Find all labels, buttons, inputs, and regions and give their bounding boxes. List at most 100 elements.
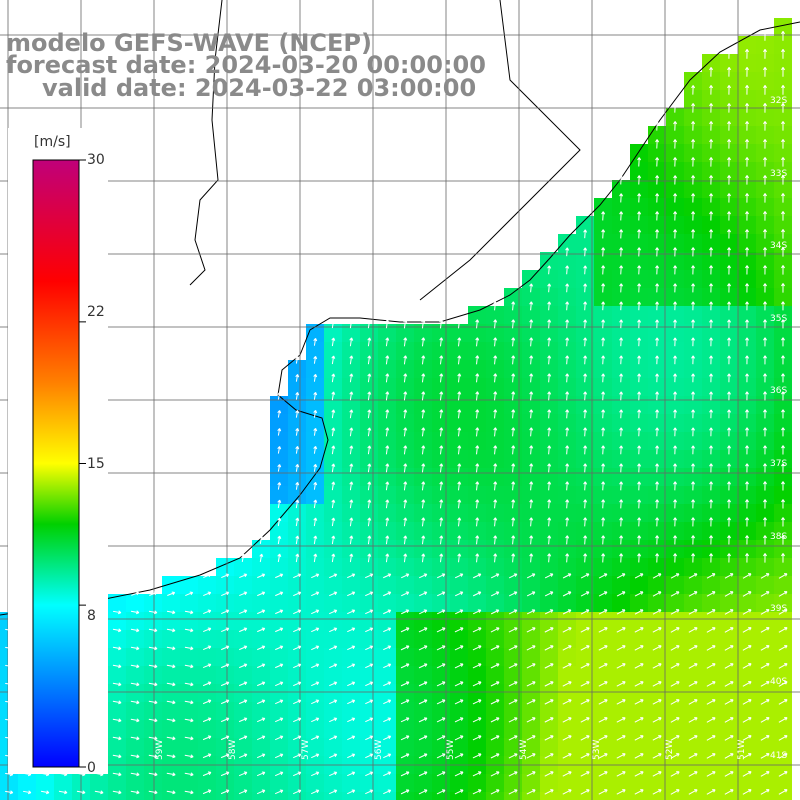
wind-cell xyxy=(396,450,414,468)
wind-cell xyxy=(306,540,324,558)
wind-arrow xyxy=(130,628,140,633)
wind-arrow xyxy=(727,517,732,527)
wind-cell xyxy=(378,702,396,720)
wind-cell xyxy=(666,216,684,234)
wind-cell xyxy=(774,252,792,270)
wind-cell xyxy=(306,450,324,468)
wind-arrow xyxy=(329,753,338,759)
wind-arrow xyxy=(670,771,680,777)
wind-arrow xyxy=(781,67,785,77)
wind-cell xyxy=(612,342,630,360)
wind-cell xyxy=(648,702,666,720)
wind-cell xyxy=(666,558,684,576)
wind-cell xyxy=(630,270,648,288)
wind-cell xyxy=(126,666,144,684)
wind-arrow xyxy=(616,735,626,741)
wind-cell xyxy=(270,576,288,594)
wind-cell xyxy=(756,666,774,684)
wind-arrow xyxy=(295,517,300,527)
wind-cell xyxy=(594,288,612,306)
wind-cell xyxy=(486,684,504,702)
wind-arrow xyxy=(778,591,788,597)
wind-arrow xyxy=(400,771,410,777)
wind-arrow xyxy=(652,771,662,777)
wind-arrow xyxy=(293,663,302,669)
wind-cell xyxy=(774,18,792,36)
wind-arrow xyxy=(529,535,534,545)
wind-cell xyxy=(324,324,342,342)
wind-cell xyxy=(666,342,684,360)
wind-cell xyxy=(720,342,738,360)
wind-arrow xyxy=(616,609,626,615)
wind-cell xyxy=(144,774,162,792)
wind-arrow xyxy=(778,753,788,759)
wind-cell xyxy=(738,594,756,612)
wind-arrow xyxy=(511,373,516,383)
wind-arrow xyxy=(277,392,282,400)
wind-cell xyxy=(756,486,774,504)
wind-arrow xyxy=(637,355,642,365)
wind-arrow xyxy=(763,283,768,293)
wind-arrow xyxy=(454,663,464,669)
wind-arrow xyxy=(421,445,426,455)
wind-arrow xyxy=(598,771,608,777)
wind-arrow xyxy=(637,157,642,167)
wind-arrow xyxy=(619,409,624,419)
wind-arrow xyxy=(439,319,444,329)
wind-arrow xyxy=(277,446,282,454)
wind-arrow xyxy=(763,139,768,149)
wind-cell xyxy=(702,612,720,630)
wind-cell xyxy=(432,774,450,792)
wind-arrow xyxy=(367,463,372,473)
wind-cell xyxy=(216,594,234,612)
wind-arrow xyxy=(112,718,122,723)
wind-cell xyxy=(666,324,684,342)
wind-cell xyxy=(396,792,414,800)
wind-arrow xyxy=(601,481,606,491)
wind-arrow xyxy=(403,319,408,329)
wind-arrow xyxy=(493,409,498,419)
wind-arrow xyxy=(221,627,230,633)
wind-arrow xyxy=(401,591,410,597)
wind-arrow xyxy=(293,609,302,615)
colorbar-tick-22: 22 xyxy=(87,304,105,320)
wind-cell xyxy=(414,666,432,684)
wind-arrow xyxy=(670,663,680,669)
wind-arrow xyxy=(580,663,590,669)
wind-arrow xyxy=(598,753,608,759)
wind-arrow xyxy=(400,573,410,579)
wind-arrow xyxy=(637,265,642,275)
wind-arrow xyxy=(239,645,248,651)
wind-arrow xyxy=(619,211,624,221)
wind-arrow xyxy=(472,573,482,579)
lon-label-57w: 57W xyxy=(301,739,311,760)
wind-arrow xyxy=(347,771,356,777)
wind-arrow xyxy=(688,663,698,669)
wind-cell xyxy=(540,792,558,800)
wind-arrow xyxy=(655,481,660,491)
wind-arrow xyxy=(583,301,588,311)
wind-arrow xyxy=(508,573,518,579)
wind-arrow xyxy=(202,789,212,795)
wind-cell xyxy=(540,630,558,648)
wind-cell xyxy=(108,666,126,684)
wind-cell xyxy=(738,612,756,630)
wind-arrow xyxy=(400,645,410,651)
wind-cell xyxy=(594,504,612,522)
wind-cell xyxy=(126,792,144,800)
wind-arrow xyxy=(781,265,785,275)
wind-arrow xyxy=(457,391,462,401)
wind-arrow xyxy=(526,627,536,633)
wind-arrow xyxy=(329,771,338,777)
wind-cell xyxy=(126,684,144,702)
wind-arrow xyxy=(400,663,410,669)
wind-arrow xyxy=(673,319,678,329)
wind-cell xyxy=(216,666,234,684)
wind-cell xyxy=(468,702,486,720)
wind-cell xyxy=(486,540,504,558)
wind-cell xyxy=(432,720,450,738)
wind-cell xyxy=(486,432,504,450)
wind-cell xyxy=(666,612,684,630)
wind-cell xyxy=(288,774,306,792)
wind-cell xyxy=(684,252,702,270)
